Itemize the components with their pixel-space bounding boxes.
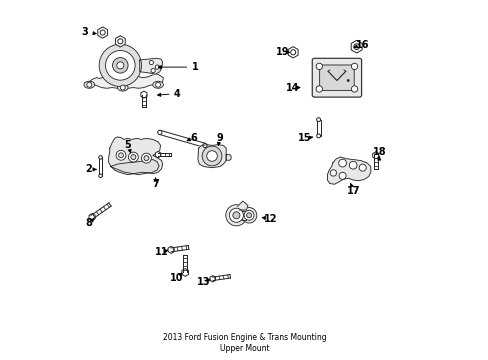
Text: 10: 10 (170, 273, 183, 283)
Text: 18: 18 (372, 147, 386, 157)
Circle shape (329, 170, 336, 176)
Polygon shape (85, 74, 163, 88)
Text: 1: 1 (191, 62, 198, 72)
Circle shape (346, 79, 349, 82)
Text: 16: 16 (355, 40, 368, 50)
Circle shape (232, 212, 240, 219)
Polygon shape (168, 246, 174, 253)
Circle shape (316, 134, 320, 138)
Circle shape (155, 65, 159, 69)
Circle shape (128, 152, 138, 162)
Polygon shape (316, 120, 320, 136)
Circle shape (143, 156, 148, 161)
Circle shape (246, 213, 251, 218)
Circle shape (358, 164, 366, 171)
Circle shape (99, 174, 102, 177)
Text: 8: 8 (86, 218, 93, 228)
Circle shape (158, 130, 162, 135)
Text: 15: 15 (297, 133, 310, 143)
Text: 7: 7 (152, 179, 159, 189)
Circle shape (100, 30, 105, 35)
Circle shape (112, 58, 128, 73)
Circle shape (203, 143, 207, 148)
Circle shape (155, 82, 160, 87)
Circle shape (99, 44, 141, 86)
Circle shape (351, 86, 357, 92)
Polygon shape (140, 58, 163, 74)
Text: 17: 17 (346, 186, 360, 196)
Circle shape (225, 205, 246, 226)
FancyBboxPatch shape (312, 58, 361, 97)
Polygon shape (209, 276, 215, 282)
Circle shape (290, 50, 295, 55)
Circle shape (131, 154, 136, 159)
Circle shape (99, 156, 102, 159)
Polygon shape (141, 91, 147, 98)
Text: 12: 12 (264, 214, 277, 224)
Polygon shape (110, 159, 159, 174)
Text: 9: 9 (216, 133, 223, 143)
Ellipse shape (84, 81, 94, 88)
Text: 13: 13 (197, 276, 210, 287)
Polygon shape (239, 211, 246, 220)
Circle shape (118, 39, 122, 44)
Polygon shape (155, 152, 161, 158)
Text: 2: 2 (84, 165, 91, 174)
Text: 6: 6 (189, 133, 196, 143)
Circle shape (315, 63, 322, 69)
Text: 4: 4 (174, 89, 181, 99)
Circle shape (338, 159, 346, 167)
Circle shape (338, 172, 346, 179)
Polygon shape (159, 130, 205, 148)
Polygon shape (288, 47, 298, 58)
Polygon shape (350, 40, 362, 53)
Polygon shape (115, 36, 125, 47)
Circle shape (348, 161, 356, 169)
Polygon shape (237, 201, 247, 210)
Polygon shape (225, 154, 231, 160)
Polygon shape (182, 269, 188, 276)
Circle shape (151, 68, 155, 73)
Circle shape (241, 207, 256, 223)
Text: 11: 11 (155, 247, 168, 257)
Circle shape (206, 151, 217, 161)
Circle shape (316, 118, 320, 122)
Circle shape (351, 63, 357, 69)
Circle shape (117, 62, 123, 69)
Circle shape (141, 153, 151, 163)
Circle shape (202, 146, 222, 166)
Circle shape (116, 150, 126, 160)
Ellipse shape (152, 81, 163, 88)
Circle shape (87, 82, 92, 87)
Polygon shape (98, 27, 107, 38)
Text: 14: 14 (286, 82, 299, 93)
Polygon shape (372, 152, 378, 159)
Text: 5: 5 (124, 140, 131, 150)
Circle shape (229, 208, 243, 222)
Circle shape (315, 86, 322, 92)
Text: 19: 19 (275, 47, 289, 57)
Circle shape (120, 85, 125, 90)
Polygon shape (198, 145, 225, 168)
Polygon shape (99, 157, 102, 176)
Circle shape (105, 50, 135, 80)
Circle shape (149, 60, 153, 65)
Ellipse shape (117, 84, 128, 91)
FancyArrowPatch shape (242, 211, 243, 212)
Text: 3: 3 (81, 27, 88, 37)
Circle shape (353, 44, 359, 49)
FancyBboxPatch shape (319, 65, 353, 90)
Polygon shape (89, 213, 95, 221)
Circle shape (118, 153, 123, 158)
Text: 2013 Ford Fusion Engine & Trans Mounting
Upper Mount: 2013 Ford Fusion Engine & Trans Mounting… (163, 333, 325, 354)
Polygon shape (327, 157, 370, 184)
Polygon shape (108, 137, 163, 175)
Circle shape (244, 210, 253, 220)
